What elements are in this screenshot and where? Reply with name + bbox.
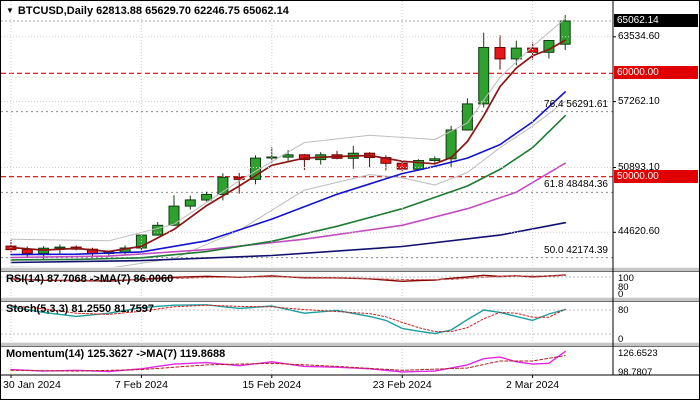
stoch-indicator-label: Stoch(5,3,3) 81.2550 81.7597 [6,303,154,315]
momentum-indicator-label: Momentum(14) 125.3627 ->MA(7) 119.8688 [6,348,226,360]
rsi-indicator-label: RSI(14) 87.7068 ->MA(7) 86.0060 [6,273,174,285]
time-axis[interactable] [1,375,613,399]
price-axis[interactable] [613,1,699,375]
symbol-ohlc-label: BTCUSD,Daily 62813.88 65629.70 62246.75 … [17,5,289,17]
chart-title: ▼ BTCUSD,Daily 62813.88 65629.70 62246.75… [6,5,289,17]
collapse-triangle-icon[interactable]: ▼ [6,6,14,15]
